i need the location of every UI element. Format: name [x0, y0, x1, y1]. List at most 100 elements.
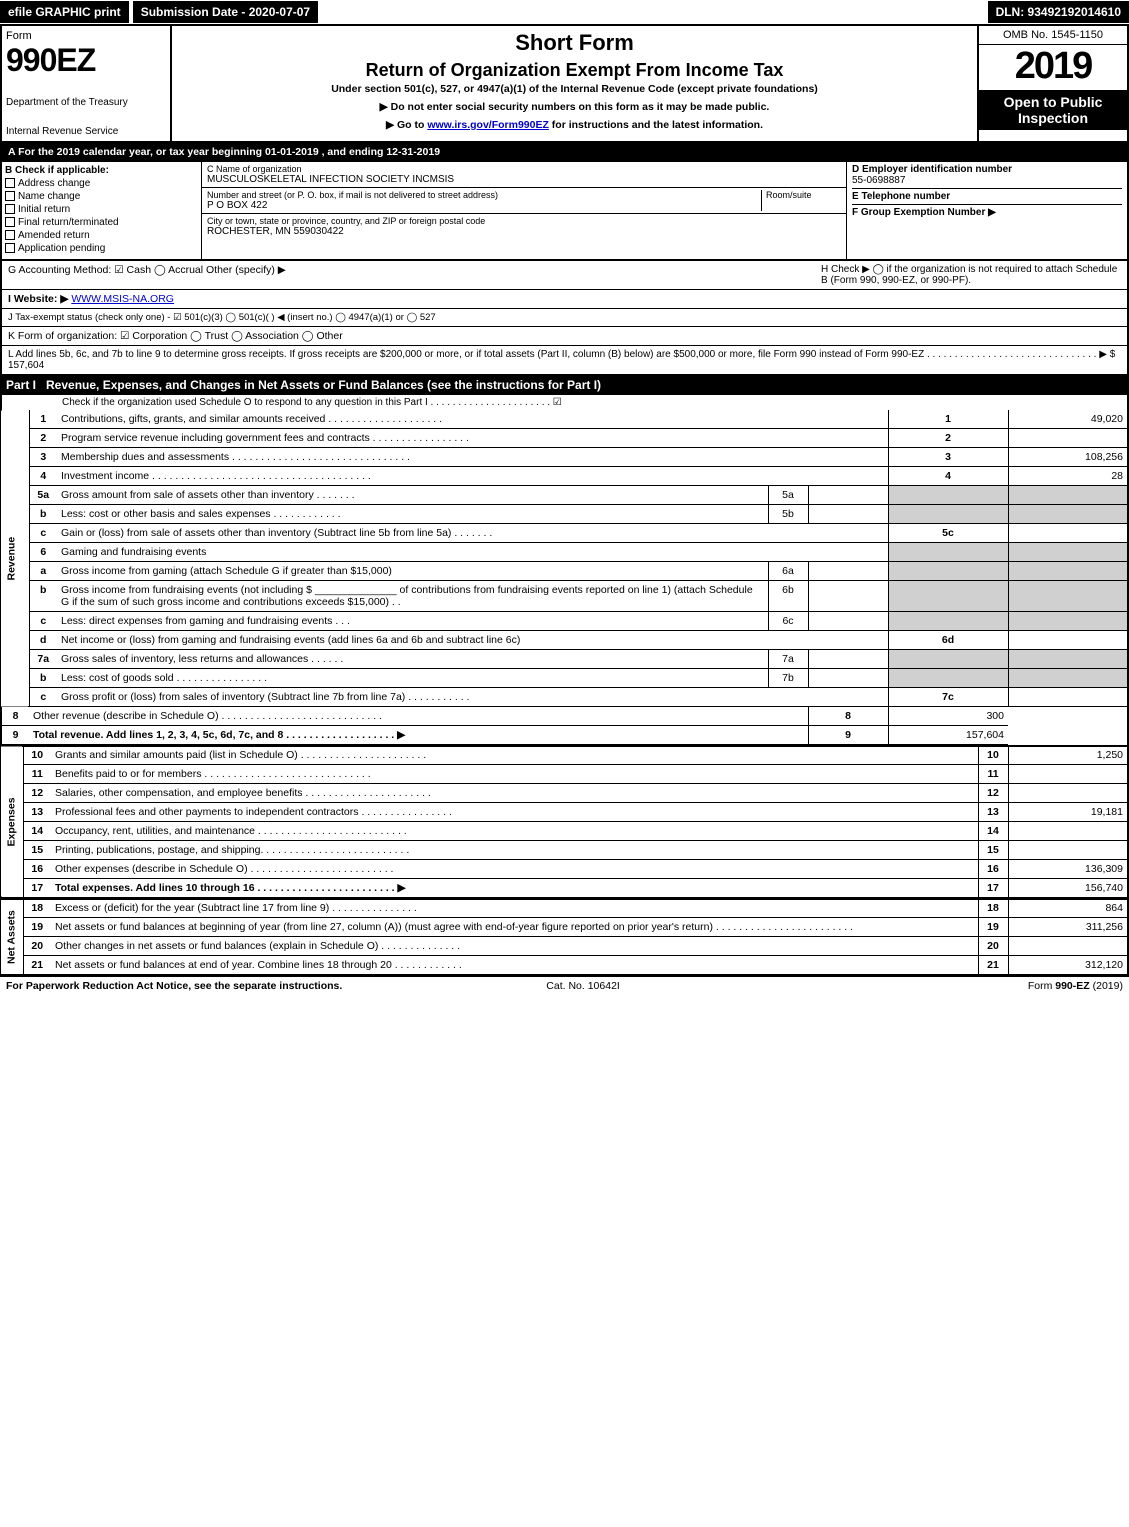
city: ROCHESTER, MN 559030422 — [207, 226, 841, 237]
line-number: c — [29, 612, 57, 631]
right-val — [1008, 937, 1128, 956]
checkbox-icon[interactable] — [5, 204, 15, 214]
mid-num: 6c — [768, 612, 808, 631]
mid-val — [808, 505, 888, 524]
right-val — [1008, 822, 1128, 841]
table-row: 3Membership dues and assessments . . . .… — [1, 448, 1128, 467]
form-label: Form — [6, 30, 166, 42]
right-val: 311,256 — [1008, 918, 1128, 937]
line-h: H Check ▶ ◯ if the organization is not r… — [821, 264, 1121, 286]
line-text: Occupancy, rent, utilities, and maintena… — [51, 822, 978, 841]
right-num: 12 — [978, 784, 1008, 803]
room-label: Room/suite — [766, 190, 841, 200]
line-text: Benefits paid to or for members . . . . … — [51, 765, 978, 784]
line-text: Contributions, gifts, grants, and simila… — [57, 410, 888, 429]
right-num: 8 — [808, 707, 888, 726]
grey-cell — [888, 562, 1008, 581]
section-d: D Employer identification number 55-0698… — [847, 162, 1127, 259]
top-bar: efile GRAPHIC print Submission Date - 20… — [0, 0, 1129, 26]
mid-val — [808, 486, 888, 505]
ein: 55-0698887 — [852, 175, 905, 186]
line-number: 19 — [23, 918, 51, 937]
right-num: 3 — [888, 448, 1008, 467]
right-num: 4 — [888, 467, 1008, 486]
revenue-sidecat: Revenue — [1, 410, 29, 707]
right-num: 9 — [808, 726, 888, 745]
table-row: 2Program service revenue including gover… — [1, 429, 1128, 448]
line-number: 4 — [29, 467, 57, 486]
line-text: Less: cost of goods sold . . . . . . . .… — [57, 669, 768, 688]
grey-cell — [888, 612, 1008, 631]
checkbox-icon[interactable] — [5, 217, 15, 227]
line-text: Salaries, other compensation, and employ… — [51, 784, 978, 803]
street-label: Number and street (or P. O. box, if mail… — [207, 190, 761, 200]
street-block: Number and street (or P. O. box, if mail… — [202, 188, 846, 214]
line-number: 1 — [29, 410, 57, 429]
header-mid: Short Form Return of Organization Exempt… — [172, 26, 977, 141]
right-val: 312,120 — [1008, 956, 1128, 976]
checkbox-icon[interactable] — [5, 178, 15, 188]
right-num: 14 — [978, 822, 1008, 841]
line-text: Total expenses. Add lines 10 through 16 … — [51, 879, 978, 898]
c-name-label: C Name of organization — [207, 164, 841, 174]
line-text: Net assets or fund balances at beginning… — [51, 918, 978, 937]
irs-link[interactable]: www.irs.gov/Form990EZ — [427, 119, 549, 131]
line-number: d — [29, 631, 57, 650]
line-text: Investment income . . . . . . . . . . . … — [57, 467, 888, 486]
table-row: aGross income from gaming (attach Schedu… — [1, 562, 1128, 581]
checkbox-icon[interactable] — [5, 230, 15, 240]
right-val — [1008, 688, 1128, 707]
part1-title: Revenue, Expenses, and Changes in Net As… — [46, 378, 601, 392]
line-number: 6 — [29, 543, 57, 562]
f-label: F Group Exemption Number ▶ — [852, 207, 996, 218]
website-link[interactable]: WWW.MSIS-NA.ORG — [71, 293, 174, 305]
line-number: 7a — [29, 650, 57, 669]
line-text: Net assets or fund balances at end of ye… — [51, 956, 978, 976]
table-row: bLess: cost of goods sold . . . . . . . … — [1, 669, 1128, 688]
right-num: 11 — [978, 765, 1008, 784]
netassets-table: Net Assets 18Excess or (deficit) for the… — [0, 898, 1129, 976]
grey-cell — [888, 650, 1008, 669]
line-k: K Form of organization: ☑ Corporation ◯ … — [0, 327, 1129, 346]
right-val — [1008, 524, 1128, 543]
return-title: Return of Organization Exempt From Incom… — [182, 60, 967, 81]
right-val — [1008, 841, 1128, 860]
right-val: 28 — [1008, 467, 1128, 486]
city-label: City or town, state or province, country… — [207, 216, 841, 226]
line-text: Less: direct expenses from gaming and fu… — [57, 612, 768, 631]
right-val: 108,256 — [1008, 448, 1128, 467]
chk-amended: Amended return — [5, 230, 198, 241]
right-val — [1008, 631, 1128, 650]
chk-address: Address change — [5, 178, 198, 189]
city-block: City or town, state or province, country… — [202, 214, 846, 239]
right-val — [1008, 784, 1128, 803]
checkbox-icon[interactable] — [5, 243, 15, 253]
line-i-pre: I Website: ▶ — [8, 293, 68, 305]
section-c: C Name of organization MUSCULOSKELETAL I… — [202, 162, 847, 259]
line-number: c — [29, 524, 57, 543]
line-text: Printing, publications, postage, and shi… — [51, 841, 978, 860]
line-text: Gross sales of inventory, less returns a… — [57, 650, 768, 669]
part1-header: Part I Revenue, Expenses, and Changes in… — [0, 375, 1129, 395]
grey-cell — [1008, 581, 1128, 612]
right-num: 15 — [978, 841, 1008, 860]
line-number: 9 — [1, 726, 29, 745]
right-val: 156,740 — [1008, 879, 1128, 898]
grey-cell — [888, 486, 1008, 505]
line-number: 14 — [23, 822, 51, 841]
line-number: 17 — [23, 879, 51, 898]
table-row: cLess: direct expenses from gaming and f… — [1, 612, 1128, 631]
table-row: 5aGross amount from sale of assets other… — [1, 486, 1128, 505]
line-number: 21 — [23, 956, 51, 976]
grey-cell — [888, 669, 1008, 688]
table-row: dNet income or (loss) from gaming and fu… — [1, 631, 1128, 650]
checkbox-icon[interactable] — [5, 191, 15, 201]
table-row: 19Net assets or fund balances at beginni… — [1, 918, 1128, 937]
table-row: 4Investment income . . . . . . . . . . .… — [1, 467, 1128, 486]
chk-pending: Application pending — [5, 243, 198, 254]
table-row: 20Other changes in net assets or fund ba… — [1, 937, 1128, 956]
chk-name: Name change — [5, 191, 198, 202]
table-row: 6Gaming and fundraising events — [1, 543, 1128, 562]
line-text: Grants and similar amounts paid (list in… — [51, 746, 978, 765]
street: P O BOX 422 — [207, 200, 761, 211]
